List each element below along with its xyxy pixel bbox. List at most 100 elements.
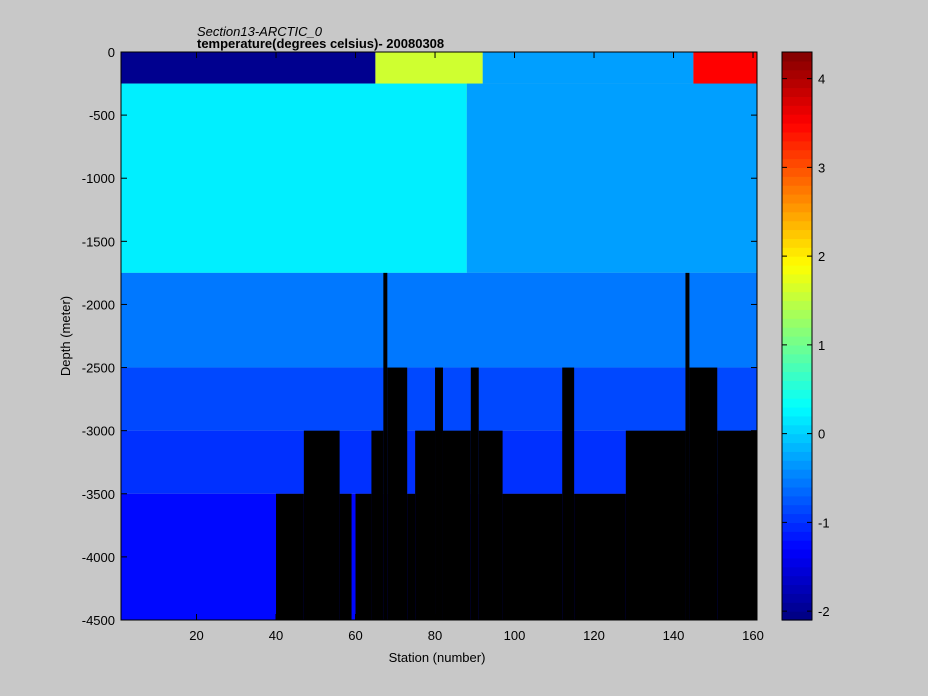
colorbar-swatch (782, 87, 812, 97)
colorbar-swatch (782, 540, 812, 550)
colorbar-swatch (782, 176, 812, 186)
temperature-band-2 (482, 52, 694, 84)
y-tick-label: -2000 (82, 297, 115, 312)
colorbar-frame (781, 51, 813, 621)
colorbar-tick-label: -2 (818, 604, 830, 619)
seafloor-segment-17 (574, 493, 626, 620)
colorbar-swatch (782, 495, 812, 506)
colorbar-swatch (782, 451, 812, 461)
colorbar-tick-label: -1 (818, 515, 830, 530)
temperature-band-6 (121, 272, 757, 368)
bathymetry-mask (276, 272, 757, 620)
colorbar-swatch (782, 478, 812, 488)
y-tick-label: -3000 (82, 424, 115, 439)
colorbar-swatch (782, 486, 812, 497)
seafloor-segment-13 (470, 367, 479, 620)
seafloor-segment-21 (717, 430, 757, 620)
y-tick-label: -4500 (82, 613, 115, 628)
x-tick-label: 160 (742, 628, 764, 643)
seafloor-segment-15 (502, 493, 563, 620)
seafloor-segment-16 (562, 367, 575, 620)
colorbar-swatch (782, 362, 812, 373)
seafloor-segment-1 (276, 493, 304, 620)
y-tick-label: -500 (89, 108, 115, 123)
y-tick-label: -4000 (82, 550, 115, 565)
y-tick-label: -2500 (82, 361, 115, 376)
x-axis: 20 40 60 80 100 120 140 160 (189, 52, 764, 643)
colorbar-ticks: 4 3 2 1 0 -1 -2 (782, 72, 830, 619)
y-tick-label: -3500 (82, 487, 115, 502)
seafloor-segment-20 (689, 367, 718, 620)
colorbar-swatch (782, 291, 812, 302)
colorbar-swatch (782, 265, 812, 275)
colorbar-swatch (782, 131, 812, 142)
colorbar-swatch (782, 407, 812, 417)
temperature-band-4 (121, 83, 467, 273)
seafloor-segment-2 (303, 430, 340, 620)
colorbar-tick-label: 3 (818, 160, 825, 175)
x-axis-label: Station (number) (389, 650, 486, 665)
colorbar-swatch (782, 318, 812, 328)
colorbar-swatch (782, 202, 812, 213)
seafloor-segment-6 (371, 430, 384, 620)
colorbar-swatch (782, 469, 812, 479)
x-tick-label: 60 (348, 628, 362, 643)
colorbar-swatch (782, 282, 812, 293)
colorbar-swatch (782, 531, 812, 541)
colorbar-swatch (782, 504, 812, 515)
seafloor-segment-5 (355, 493, 372, 620)
x-tick-label: 40 (269, 628, 283, 643)
x-tick-label: 140 (663, 628, 685, 643)
colorbar-swatch (782, 389, 812, 399)
colorbar-tick-label: 4 (818, 72, 825, 87)
colorbar-swatch (782, 60, 812, 71)
x-tick-label: 120 (583, 628, 605, 643)
y-axis-label: Depth (meter) (58, 296, 73, 376)
colorbar-swatch (782, 415, 812, 426)
colorbar-swatch (782, 557, 812, 568)
seafloor-segment-3 (339, 493, 352, 620)
seafloor-segment-9 (407, 493, 416, 620)
colorbar-swatch (782, 167, 812, 177)
seafloor-segment-11 (435, 367, 443, 620)
colorbar-swatch (782, 566, 812, 577)
colorbar-swatch (782, 238, 812, 248)
colorbar-swatch (782, 336, 812, 346)
colorbar-swatch (782, 194, 812, 204)
colorbar-swatch (782, 69, 812, 80)
colorbar-swatch (782, 522, 812, 532)
colorbar-swatch (782, 327, 812, 337)
seafloor-segment-14 (478, 430, 503, 620)
x-tick-label: 80 (428, 628, 442, 643)
y-tick-label: -1500 (82, 234, 115, 249)
y-axis: 0 -500 -1000 -1500 -2000 -2500 -3000 -3500 -4000… (82, 45, 757, 628)
colorbar-swatch (782, 114, 812, 124)
colorbar-swatch (782, 309, 812, 319)
colorbar-swatch (782, 353, 812, 364)
x-tick-label: 20 (189, 628, 203, 643)
colorbar-swatch (782, 96, 812, 106)
colorbar-swatch (782, 140, 812, 151)
colorbar-swatch (782, 105, 812, 115)
colorbar-swatch (782, 158, 812, 168)
y-tick-label: 0 (108, 45, 115, 60)
colorbar-swatch (782, 273, 812, 284)
colorbar-tick-label: 1 (818, 338, 825, 353)
colorbar-swatch (782, 344, 812, 355)
x-tick-label: 100 (504, 628, 526, 643)
colorbar-tick-label: 2 (818, 249, 825, 264)
y-tick-label: -1000 (82, 171, 115, 186)
seafloor-segment-10 (415, 430, 436, 620)
colorbar-swatch (782, 549, 812, 559)
colorbar-swatch (782, 123, 812, 133)
seafloor-segment-19 (685, 272, 690, 620)
colorbar-swatch (782, 602, 812, 612)
colorbar-swatch (782, 211, 812, 222)
colorbar-swatch (782, 513, 812, 523)
colorbar-swatch (782, 149, 812, 160)
seafloor-segment-18 (625, 430, 686, 620)
colorbar-swatch (782, 371, 812, 381)
colorbar (782, 52, 812, 621)
colorbar-swatch (782, 78, 812, 89)
seafloor-segment-7 (383, 272, 388, 620)
